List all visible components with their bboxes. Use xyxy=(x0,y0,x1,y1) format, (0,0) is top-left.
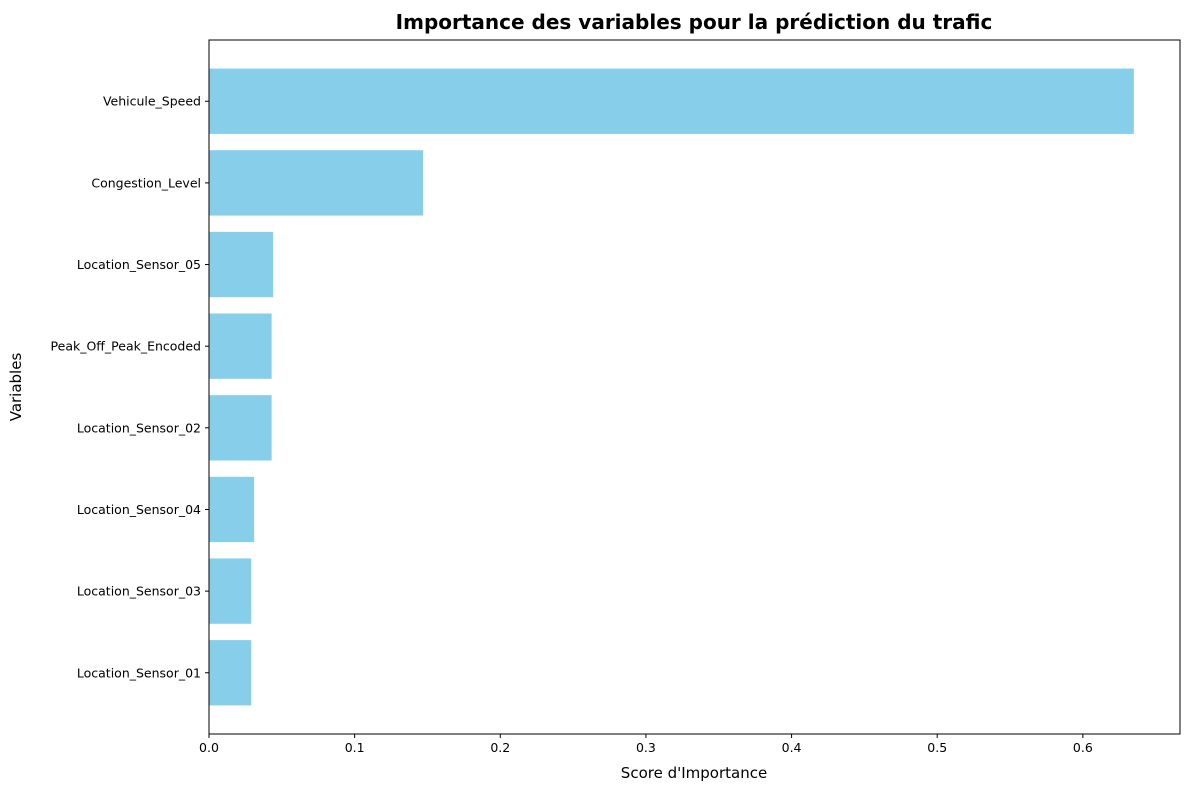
bar-location-sensor-01 xyxy=(209,640,252,706)
x-axis-label: Score d'Importance xyxy=(621,764,767,782)
bar-peak-off-peak-encoded xyxy=(209,313,272,379)
y-tick-label: Location_Sensor_05 xyxy=(77,257,201,272)
bar-location-sensor-04 xyxy=(209,476,255,543)
bar-vehicule-speed xyxy=(209,68,1134,134)
plot-frame xyxy=(208,39,1181,735)
y-axis-ticks: Vehicule_Speed Congestion_Level Location_S… xyxy=(51,94,209,680)
x-tick-label: 0.3 xyxy=(636,740,656,755)
x-tick-label: 0.2 xyxy=(490,740,510,755)
y-tick-label: Peak_Off_Peak_Encoded xyxy=(51,339,201,354)
y-tick-label: Congestion_Level xyxy=(91,175,201,190)
x-tick-label: 0.1 xyxy=(345,740,365,755)
bar-location-sensor-02 xyxy=(209,395,272,461)
x-tick-label: 0.0 xyxy=(199,740,219,755)
bar-location-sensor-03 xyxy=(209,558,252,624)
x-tick-label: 0.5 xyxy=(927,740,947,755)
y-tick-label: Location_Sensor_04 xyxy=(77,502,201,517)
y-tick-label: Vehicule_Speed xyxy=(103,94,201,109)
chart-title: Importance des variables pour la prédict… xyxy=(396,10,993,34)
bar-location-sensor-05 xyxy=(209,231,274,298)
y-tick-label: Location_Sensor_03 xyxy=(77,584,201,599)
x-tick-label: 0.4 xyxy=(782,740,802,755)
x-tick-label: 0.6 xyxy=(1073,740,1093,755)
y-tick-label: Location_Sensor_02 xyxy=(77,420,201,435)
bar-congestion-level xyxy=(209,150,424,216)
y-axis-label: Variables xyxy=(7,353,25,422)
y-tick-label: Location_Sensor_01 xyxy=(77,665,201,680)
bars-group xyxy=(209,68,1134,706)
x-axis-ticks: 0.0 0.1 0.2 0.3 0.4 0.5 0.6 xyxy=(199,734,1093,755)
